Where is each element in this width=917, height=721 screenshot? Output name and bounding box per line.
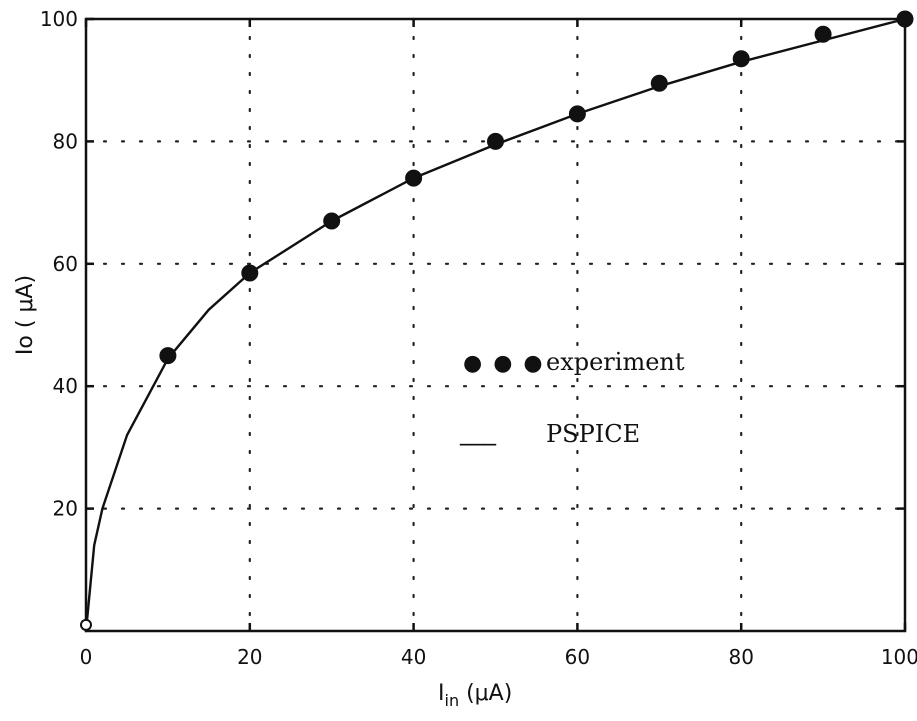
data-point-experiment-6 bbox=[568, 105, 586, 123]
data-point-experiment-7 bbox=[650, 74, 668, 92]
data-point-experiment-4 bbox=[405, 169, 423, 187]
plot-frame bbox=[84, 17, 907, 633]
x-tick-label-4: 80 bbox=[728, 645, 753, 669]
y-tick-label-0: 20 bbox=[53, 497, 78, 521]
data-point-experiment-9 bbox=[814, 25, 832, 43]
ticks: 0 20 40 60 80 100 20 40 60 80 100 bbox=[40, 7, 917, 669]
data-point-experiment-5 bbox=[487, 132, 504, 150]
data-point-experiment-10 bbox=[896, 10, 914, 28]
legend-experiment-marker: ● ● ● bbox=[463, 351, 545, 376]
x-axis-title-main: I bbox=[438, 681, 445, 706]
data-point-experiment-3 bbox=[323, 212, 341, 230]
y-tick-label-3: 80 bbox=[53, 129, 78, 153]
data-point-experiment-8 bbox=[732, 50, 750, 68]
x-axis-title-subscript: in bbox=[445, 691, 460, 710]
legend-pspice-label: PSPICE bbox=[546, 420, 640, 448]
legend-pspice-marker: ___ bbox=[459, 418, 497, 446]
axes bbox=[84, 17, 907, 633]
y-tick-label-2: 60 bbox=[53, 252, 78, 276]
data-point-experiment-2 bbox=[241, 264, 259, 282]
y-tick-label-1: 40 bbox=[53, 374, 78, 398]
legend: ● ● ● experiment ___ PSPICE bbox=[459, 348, 685, 448]
y-tick-label-4: 100 bbox=[40, 7, 78, 31]
data-point-experiment-0 bbox=[80, 618, 92, 631]
x-tick-label-5: 100 bbox=[881, 645, 917, 669]
x-tick-label-1: 20 bbox=[237, 645, 262, 669]
y-axis-title: Io ( μA) bbox=[13, 275, 38, 355]
series-line-pspice bbox=[84, 17, 907, 633]
x-axis-title: Iin (μA) bbox=[438, 681, 512, 710]
x-tick-label-2: 40 bbox=[401, 645, 426, 669]
legend-experiment-label: experiment bbox=[546, 348, 685, 376]
series bbox=[80, 10, 914, 633]
x-tick-label-0: 0 bbox=[80, 645, 93, 669]
x-tick-label-3: 60 bbox=[565, 645, 590, 669]
x-axis-title-unit: (μA) bbox=[459, 681, 512, 706]
data-point-experiment-1 bbox=[159, 347, 177, 365]
grid bbox=[84, 17, 907, 633]
